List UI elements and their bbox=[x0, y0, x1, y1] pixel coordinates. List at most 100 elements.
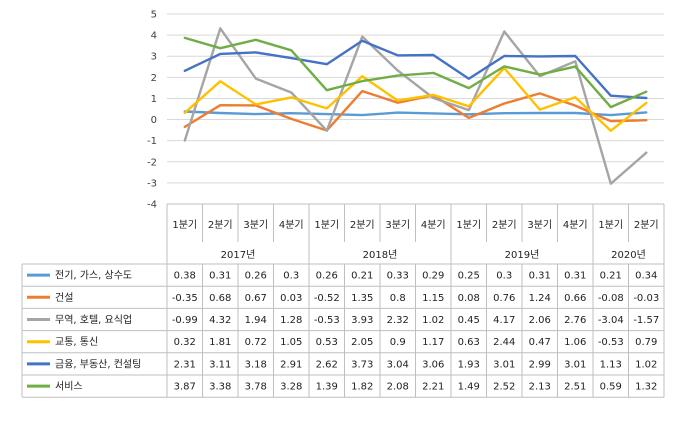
data-label: 1.13 bbox=[600, 359, 622, 370]
data-label: 2.76 bbox=[564, 315, 586, 326]
year-label: 2018년 bbox=[363, 249, 398, 261]
data-label: 1.35 bbox=[351, 293, 373, 304]
x-tick-label: 2분기 bbox=[492, 219, 517, 231]
data-label: 0.33 bbox=[387, 271, 409, 282]
data-label: 0.47 bbox=[529, 337, 551, 348]
data-label: 3.04 bbox=[387, 359, 409, 370]
data-label: 0.76 bbox=[493, 293, 515, 304]
legend-label: 서비스 bbox=[55, 381, 83, 393]
y-tick-label: 5 bbox=[151, 10, 157, 21]
data-label: 0.68 bbox=[209, 293, 231, 304]
data-label: 0.79 bbox=[635, 337, 657, 348]
data-label: 0.21 bbox=[600, 271, 622, 282]
y-tick-label: 4 bbox=[151, 31, 157, 42]
data-label: 0.67 bbox=[245, 293, 267, 304]
x-tick-label: 2분기 bbox=[634, 219, 659, 231]
data-label: 1.24 bbox=[529, 293, 551, 304]
x-tick-label: 1분기 bbox=[314, 219, 339, 231]
data-label: -0.35 bbox=[172, 293, 198, 304]
x-tick-label: 2분기 bbox=[350, 219, 375, 231]
data-label: 2.08 bbox=[387, 382, 409, 393]
data-label: 1.05 bbox=[280, 337, 302, 348]
data-label: 2.91 bbox=[280, 359, 302, 370]
y-tick-label: 3 bbox=[151, 52, 157, 63]
legend-label: 전기, 가스, 상수도 bbox=[55, 270, 132, 282]
data-label: 2.62 bbox=[316, 359, 338, 370]
y-tick-label: 2 bbox=[151, 73, 157, 84]
x-tick-label: 3분기 bbox=[385, 219, 410, 231]
data-label: 4.17 bbox=[493, 315, 515, 326]
x-tick-label: 2분기 bbox=[208, 219, 233, 231]
data-label: 3.01 bbox=[564, 359, 586, 370]
data-label: 3.28 bbox=[280, 382, 302, 393]
data-label: 2.21 bbox=[422, 382, 444, 393]
x-tick-label: 1분기 bbox=[172, 219, 197, 231]
data-label: 1.02 bbox=[422, 315, 444, 326]
data-label: 1.39 bbox=[316, 382, 338, 393]
series-line bbox=[183, 27, 648, 185]
data-label: 1.94 bbox=[245, 315, 267, 326]
data-label: 0.59 bbox=[600, 382, 622, 393]
data-label: 1.15 bbox=[422, 293, 444, 304]
data-label: 3.06 bbox=[422, 359, 444, 370]
data-label: 1.93 bbox=[458, 359, 480, 370]
data-label: 0.38 bbox=[174, 271, 196, 282]
data-label: 0.03 bbox=[280, 293, 302, 304]
data-label: 0.63 bbox=[458, 337, 480, 348]
data-label: 0.26 bbox=[245, 271, 267, 282]
data-label: -1.57 bbox=[633, 315, 659, 326]
y-axis: 5 4 3 2 1 0 -1 -2 -3 -4 bbox=[147, 10, 157, 211]
y-tick-label: -4 bbox=[147, 200, 157, 211]
data-label: 3.73 bbox=[351, 359, 373, 370]
data-label: 2.44 bbox=[493, 337, 515, 348]
data-label: 0.72 bbox=[245, 337, 267, 348]
x-tick-label: 4분기 bbox=[563, 219, 588, 231]
data-label: 3.87 bbox=[174, 382, 196, 393]
data-label: 3.11 bbox=[209, 359, 231, 370]
x-tick-label: 1분기 bbox=[598, 219, 623, 231]
data-label: 1.82 bbox=[351, 382, 373, 393]
data-label: 2.52 bbox=[493, 382, 515, 393]
data-label: 0.3 bbox=[283, 271, 299, 282]
x-tick-label: 3분기 bbox=[243, 219, 268, 231]
data-label: 3.93 bbox=[351, 315, 373, 326]
data-table: 1분기 2분기 3분기 4분기 1분기 2분기 3분기 4분기 1분기 2분기 3분기 4분기 1분기 2… bbox=[21, 203, 665, 398]
data-label: -0.99 bbox=[172, 315, 198, 326]
data-label: 3.18 bbox=[245, 359, 267, 370]
data-label: 2.31 bbox=[174, 359, 196, 370]
y-tick-label: 0 bbox=[151, 115, 157, 126]
y-tick-label: -3 bbox=[147, 178, 157, 189]
data-label: 3.78 bbox=[245, 382, 267, 393]
legend-label: 금융, 부동산, 컨설팅 bbox=[55, 358, 141, 370]
y-tick-label: -2 bbox=[147, 157, 157, 168]
data-label: 0.45 bbox=[458, 315, 480, 326]
x-tick-label: 4분기 bbox=[421, 219, 446, 231]
data-label: 0.32 bbox=[174, 337, 196, 348]
data-label: 0.31 bbox=[209, 271, 231, 282]
data-label: 0.53 bbox=[316, 337, 338, 348]
data-label: -0.53 bbox=[598, 337, 624, 348]
data-label: 1.17 bbox=[422, 337, 444, 348]
data-label: 1.81 bbox=[209, 337, 231, 348]
data-label: 0.3 bbox=[496, 271, 512, 282]
series-line bbox=[183, 39, 648, 100]
data-label: 0.21 bbox=[351, 271, 373, 282]
series-line bbox=[183, 89, 648, 132]
data-label: 0.34 bbox=[635, 271, 657, 282]
x-tick-label: 4분기 bbox=[279, 219, 304, 231]
year-label: 2019년 bbox=[505, 249, 540, 261]
data-label: 0.25 bbox=[458, 271, 480, 282]
series-lines bbox=[183, 27, 648, 185]
series-line bbox=[183, 110, 648, 117]
data-label: 1.49 bbox=[458, 382, 480, 393]
data-label: 0.9 bbox=[390, 337, 406, 348]
data-label: 1.32 bbox=[635, 382, 657, 393]
data-label: -0.08 bbox=[598, 293, 624, 304]
data-label: 2.51 bbox=[564, 382, 586, 393]
series-line bbox=[183, 66, 648, 132]
legend-label: 교통, 통신 bbox=[55, 336, 98, 348]
data-label: 2.99 bbox=[529, 359, 551, 370]
data-label: 0.31 bbox=[564, 271, 586, 282]
x-tick-label: 1분기 bbox=[456, 219, 481, 231]
